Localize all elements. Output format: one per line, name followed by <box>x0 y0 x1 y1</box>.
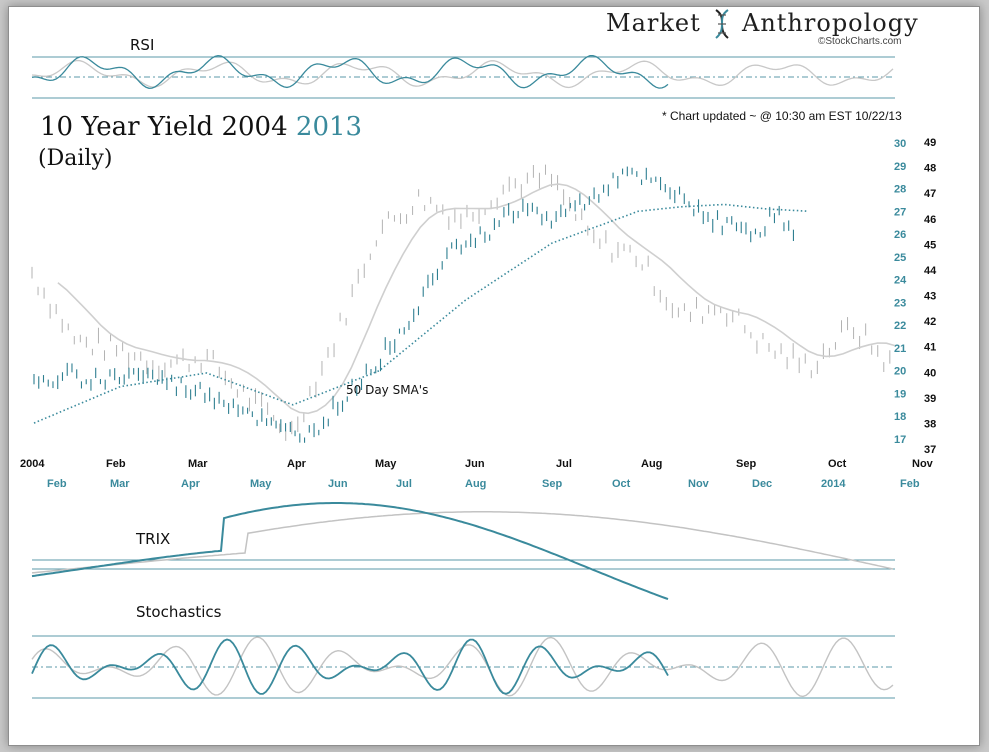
y-tick-inner-24: 24 <box>894 275 907 287</box>
y-tick-outer-47: 47 <box>924 188 936 200</box>
y-tick-inner-17: 17 <box>894 434 906 446</box>
x-tick-bottom-0: Feb <box>47 478 67 490</box>
x-tick-top-1: Feb <box>106 458 126 470</box>
y-tick-inner-18: 18 <box>894 411 906 423</box>
ma-line-2004 <box>57 183 896 415</box>
x-tick-bottom-6: Aug <box>465 478 486 490</box>
trix-line-2004 <box>31 511 894 574</box>
y-tick-inner-30: 30 <box>894 138 906 150</box>
y-tick-outer-49: 49 <box>924 137 936 149</box>
update-note: * Chart updated ~ @ 10:30 am EST 10/22/1… <box>662 109 902 123</box>
y-tick-inner-20: 20 <box>894 366 906 378</box>
x-tick-top-2: Mar <box>188 458 208 470</box>
brand-name-left: Market <box>606 9 701 37</box>
y-tick-outer-38: 38 <box>924 418 936 430</box>
x-tick-top-3: Apr <box>287 458 307 470</box>
x-tick-top-5: Jun <box>465 458 485 470</box>
y-tick-outer-40: 40 <box>924 367 936 379</box>
x-tick-top-9: Oct <box>828 458 847 470</box>
y-tick-outer-46: 46 <box>924 214 936 226</box>
x-tick-top-10: Nov <box>912 458 934 470</box>
x-tick-bottom-5: Jul <box>396 478 412 490</box>
y-tick-inner-19: 19 <box>894 388 906 400</box>
y-tick-inner-26: 26 <box>894 229 906 241</box>
y-tick-outer-37: 37 <box>924 444 936 456</box>
y-tick-inner-23: 23 <box>894 297 906 309</box>
y-tick-outer-48: 48 <box>924 163 936 175</box>
x-tick-top-7: Aug <box>641 458 662 470</box>
stoch-line-2013 <box>31 638 669 695</box>
brand-logo: Market Anthropology <box>606 6 926 39</box>
trix-label: TRIX <box>136 530 171 548</box>
x-tick-bottom-9: Nov <box>688 478 710 490</box>
x-tick-top-8: Sep <box>736 458 756 470</box>
x-tick-top-6: Jul <box>556 458 572 470</box>
y-tick-outer-41: 41 <box>924 342 936 354</box>
x-tick-top-4: May <box>375 458 397 470</box>
x-tick-bottom-7: Sep <box>542 478 562 490</box>
y-tick-outer-44: 44 <box>924 265 937 277</box>
y-tick-inner-21: 21 <box>894 343 906 355</box>
y-tick-inner-29: 29 <box>894 161 906 173</box>
x-tick-bottom-11: 2014 <box>821 478 846 490</box>
y-tick-inner-27: 27 <box>894 206 906 218</box>
x-tick-bottom-10: Dec <box>752 478 772 490</box>
title-year-2013: 2013 <box>295 112 363 142</box>
x-tick-bottom-12: Feb <box>900 478 920 490</box>
brand-name-right: Anthropology <box>742 9 919 37</box>
y-tick-inner-22: 22 <box>894 320 906 332</box>
x-tick-bottom-4: Jun <box>328 478 348 490</box>
rsi-line-2013 <box>31 54 669 89</box>
sma-line-2013 <box>33 203 807 424</box>
chart-title: 10 Year Yield 2004 2013 <box>40 112 362 142</box>
x-tick-bottom-2: Apr <box>181 478 201 490</box>
y-tick-outer-39: 39 <box>924 393 936 405</box>
y-tick-outer-43: 43 <box>924 291 936 303</box>
y-tick-outer-45: 45 <box>924 239 936 251</box>
chart-frame <box>8 6 980 746</box>
y-tick-outer-42: 42 <box>924 316 936 328</box>
title-year-2004: 2004 <box>221 112 288 142</box>
stockcharts-watermark: ©StockCharts.com <box>818 36 902 47</box>
x-tick-bottom-8: Oct <box>612 478 631 490</box>
y-tick-inner-25: 25 <box>894 252 906 264</box>
rsi-label: RSI <box>130 36 155 54</box>
x-tick-top-0: 2004 <box>20 458 45 470</box>
x-tick-bottom-1: Mar <box>110 478 130 490</box>
title-main: 10 Year Yield <box>40 112 214 142</box>
x-tick-bottom-3: May <box>250 478 272 490</box>
y-tick-inner-28: 28 <box>894 184 906 196</box>
sma-label: 50 Day SMA's <box>346 383 429 397</box>
dna-helix-icon <box>715 9 729 39</box>
chart-subtitle: (Daily) <box>38 146 113 171</box>
trix-line-2013 <box>31 502 669 601</box>
rsi-line-2004 <box>31 59 894 89</box>
stochastics-label: Stochastics <box>136 603 222 621</box>
